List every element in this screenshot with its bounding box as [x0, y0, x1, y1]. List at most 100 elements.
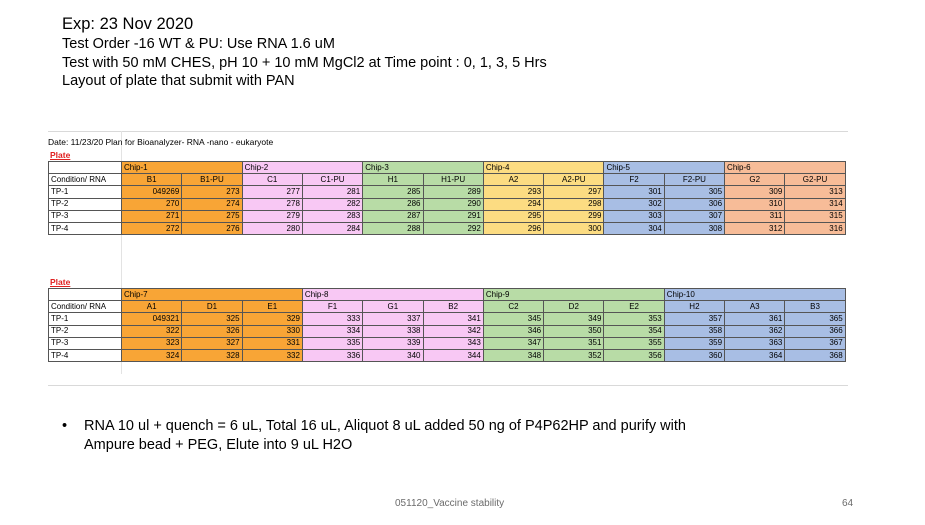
- bullet-text: RNA 10 ul + quench = 6 uL, Total 16 uL, …: [84, 418, 686, 453]
- test-order-line: Test Order -16 WT & PU: Use RNA 1.6 uM: [62, 36, 335, 52]
- table-row: TP-4 272 276 280 284 288 292 296 300 304 308 312 316: [48, 221, 846, 236]
- sample-cell: 280: [241, 221, 303, 236]
- sample-cell: 336: [301, 348, 364, 363]
- sample-cell: 333: [301, 312, 364, 326]
- sample-cell: 275: [181, 209, 243, 223]
- plate-2-table: Chip-7 Chip-8 Chip-9 Chip-10 Condition/ RNA A…: [48, 287, 846, 363]
- column-header: F2: [603, 173, 665, 187]
- sample-cell: 329: [241, 312, 303, 326]
- page-number: 64: [842, 498, 854, 509]
- sample-cell: 305: [663, 185, 726, 199]
- table-row: TP-2 322 326 330 334 338 342 346 350 354 358 362 366: [48, 324, 846, 338]
- column-header: F1: [301, 300, 364, 314]
- sample-cell: 359: [663, 336, 726, 350]
- row-label: TP-4: [48, 348, 122, 363]
- sample-cell: 326: [181, 324, 243, 338]
- column-header: B2: [422, 300, 484, 314]
- sample-cell: 337: [362, 312, 424, 326]
- sample-cell: 279: [241, 209, 303, 223]
- sample-cell: 341: [422, 312, 484, 326]
- column-header: C1-PU: [301, 173, 364, 187]
- column-header: D1: [181, 300, 243, 314]
- chip-label: Chip-5: [603, 160, 726, 175]
- chip-label: Chip-6: [724, 160, 846, 175]
- sample-cell: 353: [603, 312, 665, 326]
- sample-cell: 332: [241, 348, 303, 363]
- column-header: B1: [120, 173, 183, 187]
- sample-cell: 335: [301, 336, 364, 350]
- column-header: F2-PU: [663, 173, 726, 187]
- sample-cell: 304: [603, 221, 665, 236]
- sample-cell: 292: [422, 221, 484, 236]
- sample-cell: 282: [301, 197, 364, 211]
- footer-caption: 051120_Vaccine stability: [395, 498, 505, 509]
- sample-cell: 364: [724, 348, 786, 363]
- sample-cell: 330: [241, 324, 303, 338]
- sample-cell: 298: [543, 197, 605, 211]
- sample-cell: 276: [181, 221, 243, 236]
- sample-cell: 340: [362, 348, 424, 363]
- sample-cell: 297: [543, 185, 605, 199]
- sample-cell: 327: [181, 336, 243, 350]
- sample-cell: 366: [784, 324, 846, 338]
- sample-cell: 293: [482, 185, 545, 199]
- sheet-gridline: [48, 131, 848, 132]
- column-header: A2: [482, 173, 545, 187]
- sample-cell: 346: [482, 324, 545, 338]
- sample-cell: 307: [663, 209, 726, 223]
- sample-cell: 338: [362, 324, 424, 338]
- slide-header: Exp: 23 Nov 2020 Test Order -16 WT & PU:…: [62, 14, 547, 91]
- sample-cell: 270: [120, 197, 183, 211]
- sample-cell: 358: [663, 324, 726, 338]
- sample-cell: 368: [784, 348, 846, 363]
- sheet-gridline: [48, 385, 848, 386]
- table-row: TP-1 049321 325 329 333 337 341 345 349 353 357 361…: [48, 312, 846, 326]
- column-header: B1-PU: [181, 173, 243, 187]
- row-label: TP-1: [48, 312, 122, 326]
- sample-cell: 285: [362, 185, 424, 199]
- sample-cell: 284: [301, 221, 364, 236]
- chip-label: Chip-9: [482, 287, 665, 302]
- chip-label: Chip-1: [121, 160, 243, 175]
- column-header: D2: [543, 300, 605, 314]
- sample-cell: 350: [543, 324, 605, 338]
- sample-cell: 310: [724, 197, 786, 211]
- chip-row-blank: [48, 287, 122, 302]
- chip-label: Chip-10: [663, 287, 846, 302]
- sample-cell: 345: [482, 312, 545, 326]
- sample-cell: 352: [543, 348, 605, 363]
- table-row: TP-4 324 328 332 336 340 344 348 352 356 360 364 368: [48, 348, 846, 363]
- plate-1-table: Chip-1 Chip-2 Chip-3 Chip-4 Chip-5 Chip-6 Cond…: [48, 160, 846, 236]
- sample-cell: 295: [482, 209, 545, 223]
- sample-cell: 294: [482, 197, 545, 211]
- sample-cell: 351: [543, 336, 605, 350]
- sample-cell: 328: [181, 348, 243, 363]
- sample-cell: 289: [422, 185, 484, 199]
- sample-cell: 308: [663, 221, 726, 236]
- sample-cell: 324: [120, 348, 183, 363]
- table-row: TP-3 323 327 331 335 339 343 347 351 355 359 363 367: [48, 336, 846, 350]
- sample-cell: 283: [301, 209, 364, 223]
- sample-cell: 306: [663, 197, 726, 211]
- column-header-row: Condition/ RNA A1 D1 E1 F1 G1 B2 C2 D2 E2 H2 A3 B3: [48, 300, 846, 314]
- sample-cell: 312: [724, 221, 786, 236]
- test-conditions-line: Test with 50 mM CHES, pH 10 + 10 mM MgCl…: [62, 54, 547, 71]
- sample-cell: 287: [362, 209, 424, 223]
- table-row: TP-2 270 274 278 282 286 290 294 298 302 306 310 314: [48, 197, 846, 211]
- sample-cell: 274: [181, 197, 243, 211]
- row-label: TP-3: [48, 209, 122, 223]
- table-row: TP-3 271 275 279 283 287 291 295 299 303 307 311 315: [48, 209, 846, 223]
- sample-cell: 361: [724, 312, 786, 326]
- column-header: C2: [482, 300, 545, 314]
- sample-cell: 271: [120, 209, 183, 223]
- column-header: H1: [362, 173, 424, 187]
- chip-label: Chip-7: [121, 287, 303, 302]
- sample-cell: 360: [663, 348, 726, 363]
- condition-header: Condition/ RNA: [48, 300, 122, 314]
- sample-cell: 343: [422, 336, 484, 350]
- sheet-title: Date: 11/23/20 Plan for Bioanalyzer- RNA…: [48, 137, 274, 147]
- sample-cell: 323: [120, 336, 183, 350]
- table-row: TP-1 049269 273 277 281 285 289 293 297 301 305 309…: [48, 185, 846, 199]
- sample-cell: 290: [422, 197, 484, 211]
- sample-cell: 288: [362, 221, 424, 236]
